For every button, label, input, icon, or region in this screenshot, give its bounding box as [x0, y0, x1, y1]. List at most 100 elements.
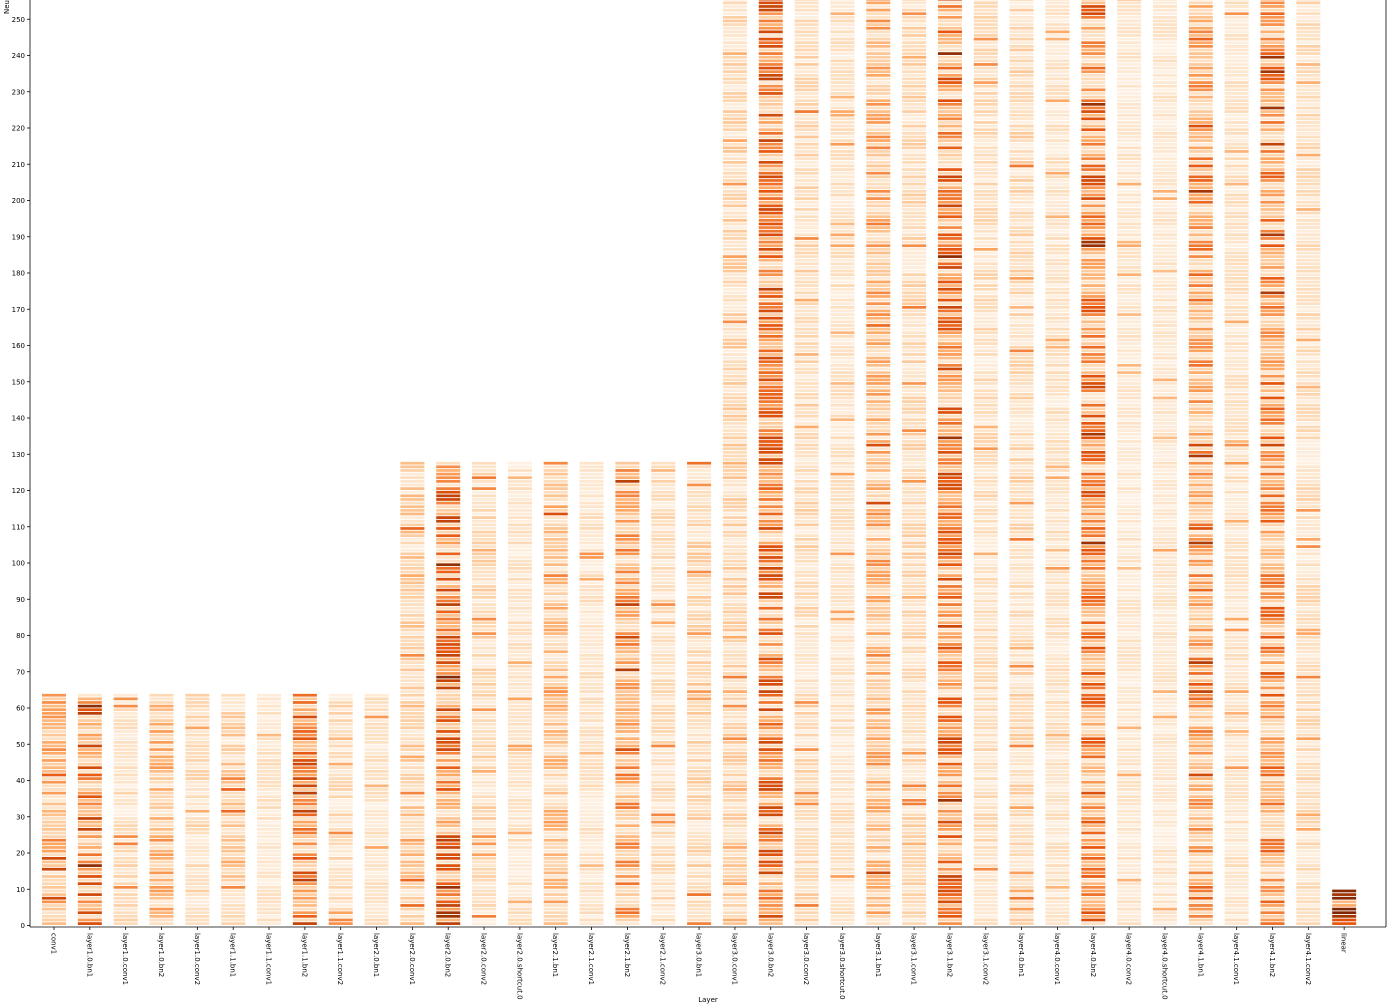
heatmap-cell	[436, 820, 461, 824]
heatmap-cell	[1045, 327, 1070, 331]
heatmap-cell	[615, 498, 640, 501]
heatmap-cell	[42, 766, 66, 770]
heatmap-cell	[1045, 204, 1070, 208]
heatmap-cell	[507, 798, 532, 802]
heatmap-cell	[1045, 740, 1070, 744]
heatmap-cell	[77, 835, 102, 838]
heatmap-cell	[758, 661, 783, 664]
heatmap-cell	[221, 849, 246, 853]
heatmap-cell	[902, 856, 927, 860]
heatmap-cell	[1009, 875, 1034, 878]
heatmap-cell	[794, 577, 819, 581]
heatmap-cell	[543, 668, 568, 672]
heatmap-cell	[579, 835, 604, 838]
heatmap-cell	[1045, 37, 1070, 41]
heatmap-cell	[794, 715, 819, 719]
heatmap-cell	[149, 838, 174, 842]
heatmap-cell	[1045, 131, 1070, 135]
heatmap-cell	[615, 588, 640, 592]
heatmap-cell	[937, 229, 962, 233]
heatmap-cell	[937, 516, 962, 519]
heatmap-cell	[400, 849, 425, 853]
heatmap-cell	[866, 726, 891, 730]
heatmap-cell	[973, 52, 998, 55]
heatmap-cell	[328, 911, 353, 915]
heatmap-cell	[830, 276, 855, 280]
heatmap-cell	[866, 860, 891, 864]
heatmap-cell	[902, 672, 927, 675]
heatmap-cell	[758, 436, 783, 440]
heatmap-cell	[42, 777, 66, 780]
heatmap-cell	[651, 508, 676, 512]
heatmap-cell	[1081, 367, 1106, 371]
heatmap-cell	[507, 476, 532, 480]
heatmap-cell	[436, 679, 461, 683]
heatmap-cell	[543, 599, 568, 603]
heatmap-cell	[830, 229, 855, 233]
heatmap-cell	[830, 545, 855, 548]
heatmap-cell	[42, 846, 66, 849]
heatmap-cell	[1117, 893, 1142, 896]
heatmap-cell	[651, 465, 676, 469]
heatmap-cell	[794, 773, 819, 777]
heatmap-cell	[973, 900, 998, 904]
heatmap-cell	[1081, 200, 1106, 204]
heatmap-cell	[1009, 501, 1034, 505]
heatmap-cell	[615, 519, 640, 523]
heatmap-cell	[866, 298, 891, 302]
heatmap-cell	[1045, 744, 1070, 748]
heatmap-cell	[436, 657, 461, 661]
heatmap-cell	[1081, 548, 1106, 552]
heatmap-cell	[507, 759, 532, 762]
heatmap-cell	[758, 686, 783, 690]
heatmap-cell	[328, 813, 353, 817]
heatmap-cell	[758, 363, 783, 367]
heatmap-cell	[77, 780, 102, 784]
heatmap-cell	[328, 867, 353, 871]
heatmap-cell	[436, 566, 461, 570]
heatmap-cell	[722, 157, 747, 161]
heatmap-cell	[615, 885, 640, 889]
heatmap-cell	[1045, 831, 1070, 835]
heatmap-cell	[1152, 748, 1177, 751]
heatmap-cell	[1009, 44, 1034, 48]
heatmap-cell	[257, 766, 282, 770]
heatmap-cell	[436, 581, 461, 585]
heatmap-cell	[937, 849, 962, 853]
heatmap-cell	[687, 806, 712, 809]
heatmap-cell	[973, 15, 998, 19]
heatmap-cell	[400, 806, 425, 809]
heatmap-cell	[794, 15, 819, 19]
heatmap-cell	[651, 585, 676, 588]
heatmap-cell	[866, 324, 891, 327]
heatmap-cell	[1117, 84, 1142, 88]
heatmap-cell	[1081, 476, 1106, 480]
heatmap-cell	[973, 628, 998, 632]
heatmap-cell	[1117, 559, 1142, 563]
heatmap-cell	[973, 556, 998, 559]
heatmap-cell	[722, 99, 747, 103]
heatmap-cell	[42, 838, 66, 842]
heatmap-cell	[615, 661, 640, 664]
heatmap-cell	[113, 748, 138, 751]
heatmap-cell	[1045, 809, 1070, 813]
heatmap-cell	[1081, 179, 1106, 182]
heatmap-cell	[902, 450, 927, 454]
heatmap-cell	[866, 668, 891, 672]
heatmap-cell	[687, 835, 712, 838]
heatmap-cell	[1152, 813, 1177, 817]
heatmap-cell	[937, 262, 962, 266]
heatmap-cell	[1081, 95, 1106, 99]
heatmap-cell	[1009, 708, 1034, 712]
heatmap-cell	[1009, 791, 1034, 795]
heatmap-cell	[937, 769, 962, 773]
heatmap-cell	[1081, 773, 1106, 777]
heatmap-cell	[902, 773, 927, 777]
heatmap-cell	[830, 918, 855, 922]
heatmap-cell	[615, 780, 640, 784]
heatmap-cell	[42, 875, 66, 878]
heatmap-cell	[615, 537, 640, 541]
heatmap-cell	[257, 867, 282, 871]
heatmap-cell	[794, 896, 819, 900]
heatmap-cell	[615, 461, 640, 465]
